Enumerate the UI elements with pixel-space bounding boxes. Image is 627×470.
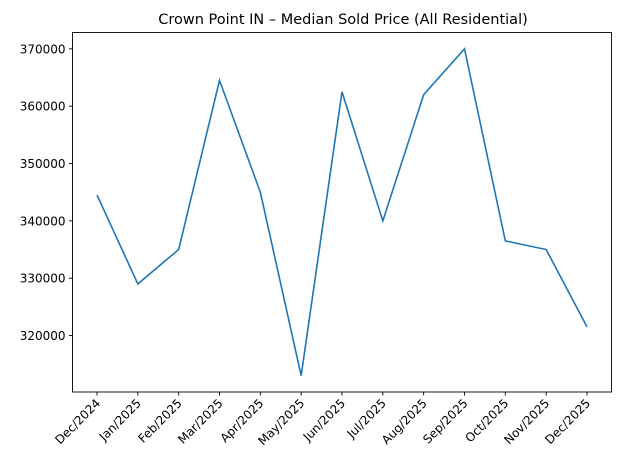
x-tick-label: Jun/2025 bbox=[300, 396, 348, 444]
y-tick-label: 340000 bbox=[20, 214, 66, 228]
y-axis: 320000 330000 340000 350000 360000 370000 bbox=[20, 42, 73, 343]
x-axis: Dec/2024Jan/2025Feb/2025Mar/2025Apr/2025… bbox=[52, 392, 593, 448]
x-tick-label: Mar/2025 bbox=[175, 396, 225, 446]
y-tick-label: 360000 bbox=[20, 100, 66, 114]
series-line bbox=[96, 47, 588, 376]
plot-frame bbox=[72, 32, 612, 393]
chart-title: Crown Point IN – Median Sold Price (All … bbox=[158, 12, 528, 28]
y-tick-label: 350000 bbox=[20, 157, 66, 171]
y-tick-label: 320000 bbox=[20, 329, 66, 343]
x-tick-label: Dec/2024 bbox=[52, 396, 103, 447]
y-tick-label: 330000 bbox=[20, 272, 66, 286]
y-tick-label: 370000 bbox=[20, 42, 66, 56]
x-tick-label: Sep/2025 bbox=[420, 396, 470, 446]
